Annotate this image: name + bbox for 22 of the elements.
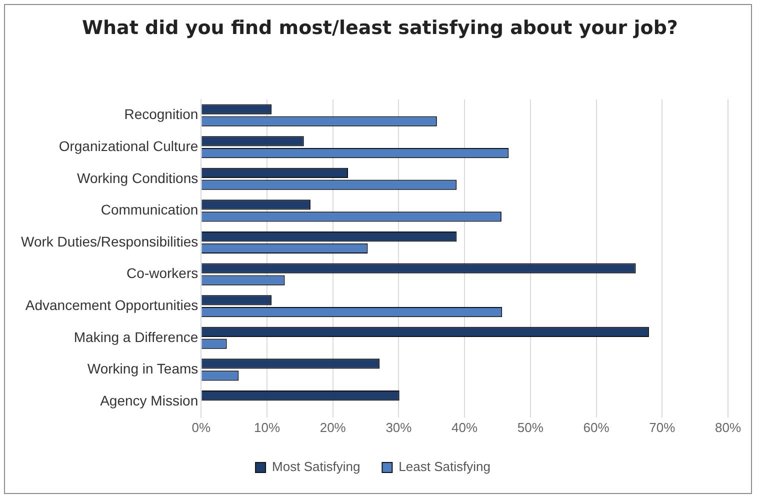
y-tick-label: Making a Difference <box>74 328 198 345</box>
y-tick-label: Communication <box>100 202 198 218</box>
x-tick-label: 70% <box>649 420 676 435</box>
y-tick-label: Working in Teams <box>87 360 198 377</box>
legend-label: Most Satisfying <box>272 459 360 474</box>
x-tick-label: 10% <box>254 420 280 435</box>
x-tick-label: 40% <box>452 420 478 435</box>
x-tick-label: 20% <box>320 420 346 435</box>
y-tick-label: Recognition <box>124 106 198 122</box>
legend-label: Least Satisfying <box>398 459 490 474</box>
x-tick-label: 80% <box>714 420 742 435</box>
y-tick-label: Agency Mission <box>100 392 198 408</box>
chart-title: What did you find most/least satisfying about your job? <box>81 16 679 41</box>
x-tick-label: 60% <box>583 420 610 435</box>
x-tick-label: 30% <box>386 420 412 435</box>
y-tick-label: Advancement Opportunities <box>25 296 198 313</box>
x-tick-label: 50% <box>517 420 544 435</box>
y-tick-label: Organizational Culture <box>58 138 198 154</box>
y-tick-label: Work Duties/Responsibilities <box>21 233 198 250</box>
y-tick-label: Co-workers <box>126 265 198 282</box>
x-tick-label: 0% <box>192 420 211 435</box>
y-tick-label: Working Conditions <box>77 170 198 186</box>
